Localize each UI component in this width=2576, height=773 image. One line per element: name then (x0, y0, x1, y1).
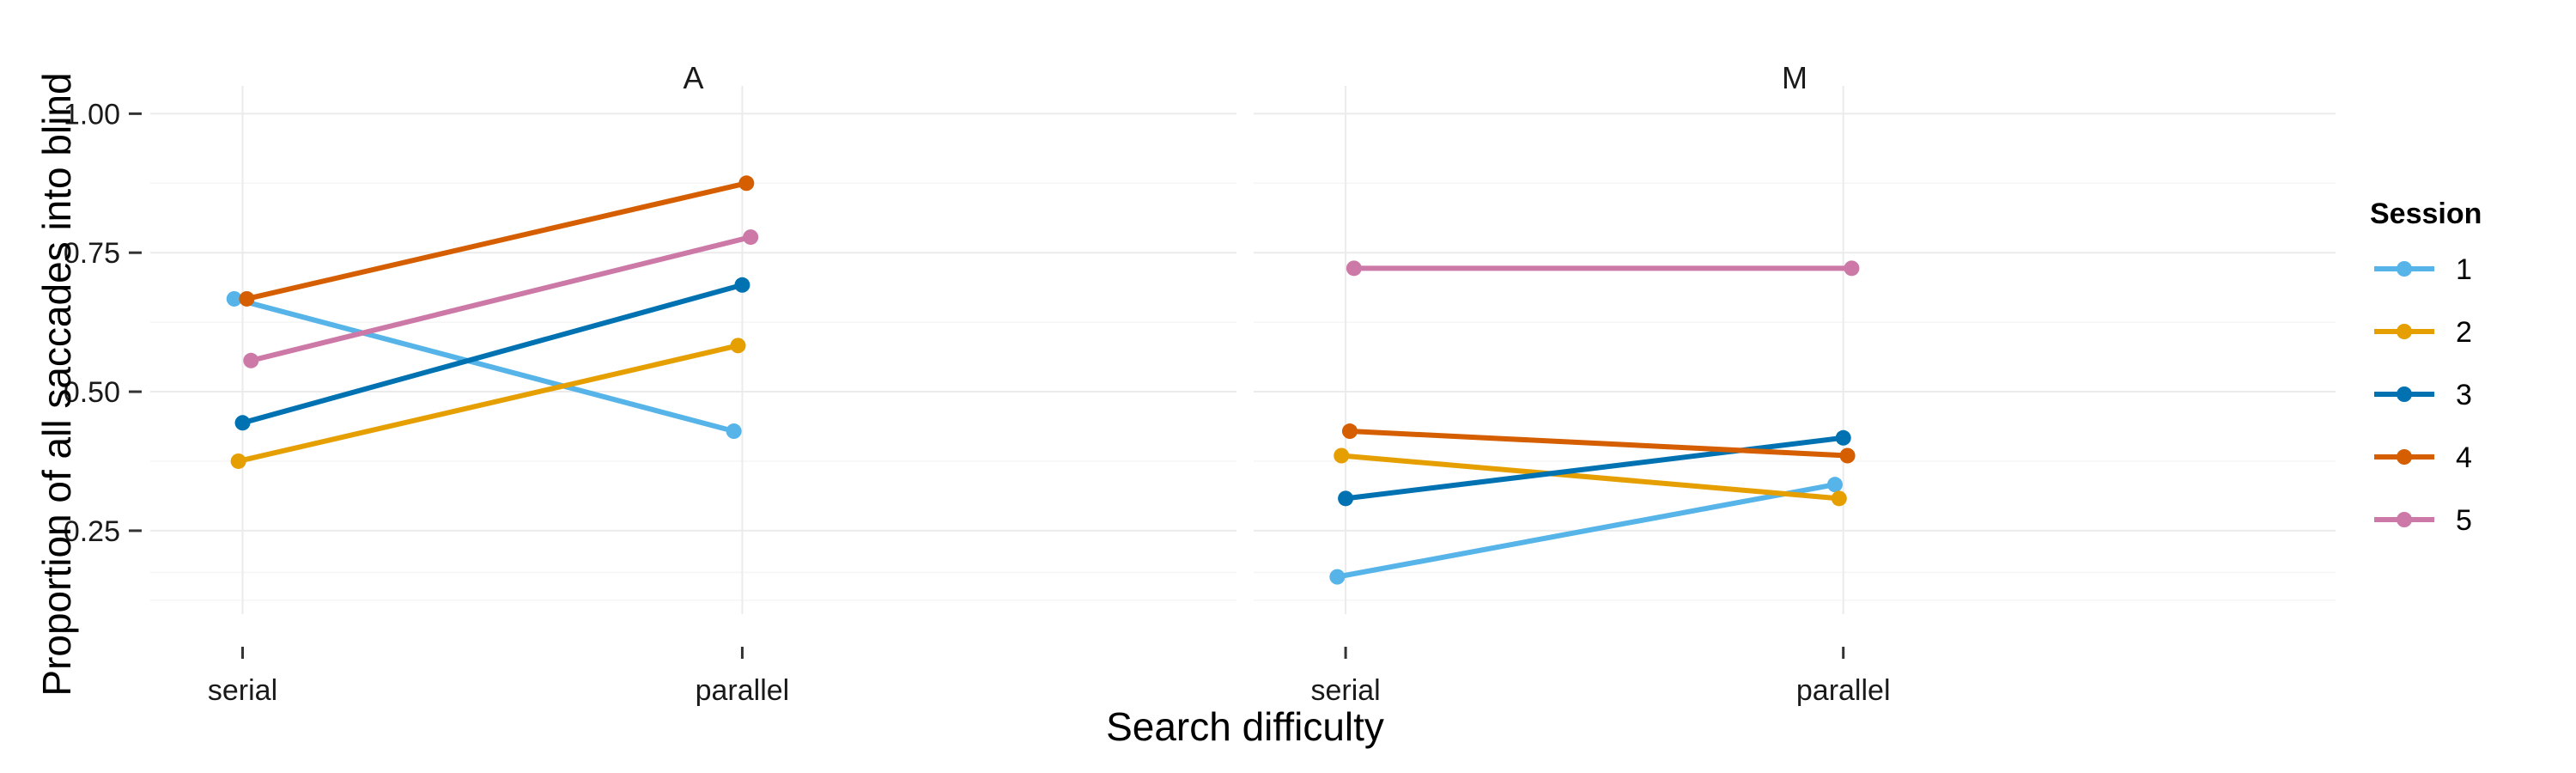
data-point-5-parallel (743, 229, 759, 246)
legend-key-point-2 (2397, 324, 2412, 339)
data-point-1-serial (1329, 569, 1346, 585)
y-tick-label: 0.50 (64, 376, 120, 409)
series-line-1 (1334, 482, 1838, 580)
y-tick-label: 0.75 (64, 237, 120, 270)
data-point-5-serial (243, 352, 259, 368)
data-point-1-parallel (1826, 477, 1843, 493)
y-axis-title: Proportion of all saccades into blind (34, 72, 79, 696)
legend-key-point-1 (2397, 261, 2412, 277)
data-point-1-parallel (726, 423, 742, 440)
legend-key-point-3 (2397, 386, 2412, 402)
x-tick-label: serial (208, 674, 277, 707)
legend-label-3: 3 (2456, 379, 2472, 411)
data-point-3-parallel (1835, 429, 1851, 446)
legend-key-point-5 (2397, 512, 2412, 527)
data-point-4-parallel (738, 175, 755, 192)
data-point-2-serial (230, 453, 246, 469)
data-point-4-serial (1341, 423, 1358, 440)
legend-label-5: 5 (2456, 504, 2472, 537)
x-tick-label: parallel (1796, 674, 1891, 707)
legend-title: Session (2370, 198, 2482, 230)
series-line-3 (240, 282, 745, 426)
data-point-4-parallel (1839, 447, 1856, 464)
series-line-5 (248, 234, 754, 363)
series-line-4 (1346, 429, 1850, 459)
y-tick-label: 1.00 (64, 98, 120, 131)
series-line-4 (244, 180, 750, 301)
data-point-1-serial (226, 290, 242, 307)
data-point-2-parallel (1831, 490, 1847, 507)
series-line-3 (1343, 435, 1846, 502)
legend-label-2: 2 (2456, 316, 2472, 349)
data-point-3-serial (234, 415, 251, 431)
series-line-1 (231, 295, 737, 435)
legend-label-1: 1 (2456, 253, 2472, 286)
data-point-3-parallel (734, 277, 750, 293)
y-tick-label: 0.25 (64, 515, 120, 548)
data-point-2-parallel (730, 338, 746, 354)
panel-title: A (683, 60, 703, 95)
series-line-2 (1339, 453, 1842, 502)
data-point-2-serial (1334, 447, 1350, 464)
data-point-5-serial (1346, 260, 1362, 277)
x-axis-title: Search difficulty (1106, 704, 1384, 749)
data-point-3-serial (1338, 490, 1354, 507)
legend: Session 1 2 3 4 5 (2370, 198, 2482, 537)
panel-title: M (1782, 60, 1807, 95)
series-line-2 (235, 343, 741, 464)
data-point-4-serial (239, 290, 255, 307)
legend-key-point-4 (2397, 449, 2412, 465)
x-tick-label: parallel (696, 674, 790, 707)
legend-label-4: 4 (2456, 441, 2472, 474)
x-tick-label: serial (1310, 674, 1380, 707)
data-point-5-parallel (1844, 260, 1860, 277)
